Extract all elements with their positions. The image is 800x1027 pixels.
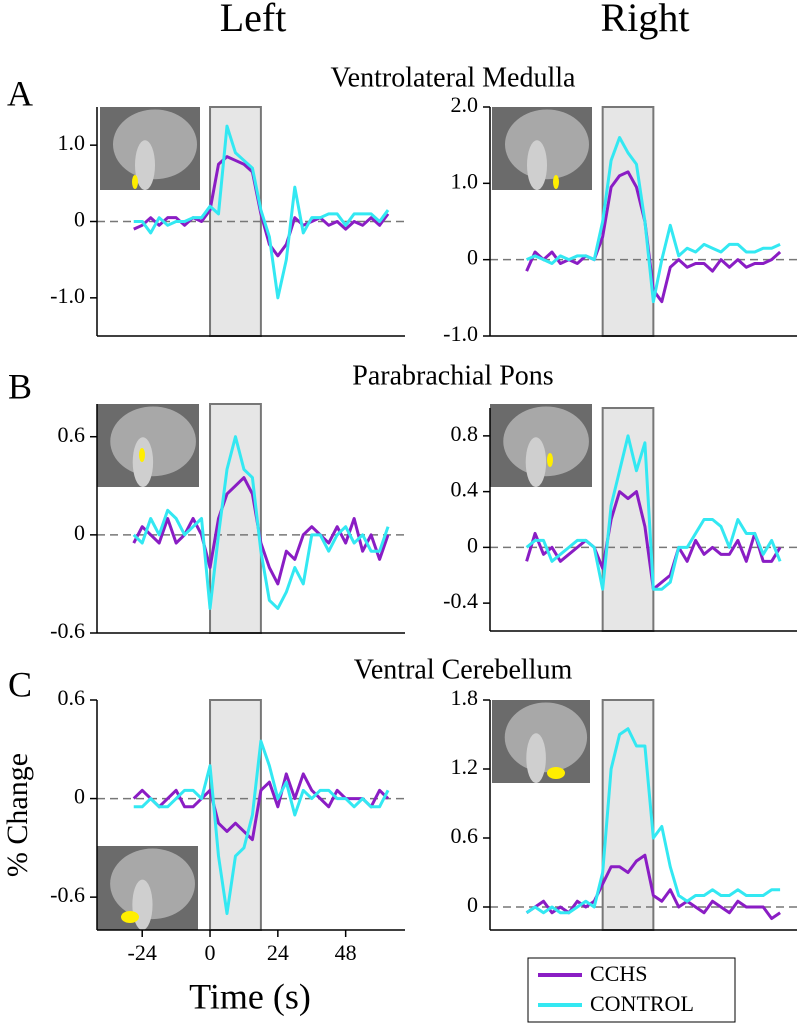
series-line [525,136,781,304]
inset-stem [525,437,547,487]
y-tick-label: 0 [467,532,478,557]
y-axis-label: % Change [1,753,34,877]
y-tick-label: 0 [74,207,85,232]
panel: 1.0 0 -1.0 [50,106,405,337]
brain-inset [492,700,590,783]
y-tick-label: 0.4 [451,477,479,502]
inset-stem [526,733,546,783]
panel: 1.8 1.2 0.6 0 [451,685,797,931]
y-tick-label: 1.0 [451,168,479,193]
brain-inset [97,404,199,487]
y-tick-label: 0.6 [58,422,86,447]
inset-roi [121,911,139,923]
y-tick-label: -1.0 [50,283,85,308]
inset-brain [505,109,589,180]
inset-brain [503,406,589,477]
panel-title: Ventral Cerebellum [354,654,573,685]
series-line [132,435,390,610]
inset-brain [110,406,196,477]
inset-roi [553,175,559,189]
inset-stem [135,140,155,191]
x-tick-label: 0 [205,940,216,965]
y-tick-label: 0 [467,892,478,917]
panel-title: Ventrolateral Medulla [331,62,576,93]
panel: 0.6 0 -0.6 [50,403,405,643]
legend: CCHS CONTROL [527,957,736,1023]
column-title: Right [601,0,690,40]
x-tick-label: 48 [335,940,357,965]
inset-stem [527,140,547,191]
inset-roi [132,175,138,189]
y-tick-label: -0.4 [443,588,478,613]
stimulus-shade [601,699,655,931]
legend-label: CONTROL [590,991,694,1016]
panel-title: Parabrachial Pons [352,360,553,391]
x-tick-label: -24 [128,940,157,965]
series-line [133,124,390,300]
y-tick-label: 0 [74,784,85,809]
y-tick-label: 2.0 [451,92,479,117]
panel-label: C [8,664,32,704]
y-tick-label: 0 [467,245,478,270]
x-tick-label: 24 [267,940,289,965]
inset-stem [132,437,154,487]
inset-roi [547,453,553,467]
y-tick-label: 1.0 [58,130,86,155]
legend-label: CCHS [590,961,647,986]
panel: 2.0 1.0 0 -1.0 [443,92,797,346]
y-tick-label: -0.6 [50,882,85,907]
y-tick-label: 0.6 [58,685,86,710]
series-line [525,434,782,591]
y-tick-label: 0.6 [451,823,479,848]
inset-roi [139,448,145,462]
y-tick-label: 0.8 [451,421,479,446]
x-axis-label: Time (s) [189,976,311,1016]
series-line [133,739,390,916]
column-title: Left [220,0,287,40]
panel-label: A [7,73,33,113]
inset-brain [504,702,588,773]
inset-brain [113,109,197,180]
y-tick-label: -1.0 [443,321,478,346]
brain-inset [490,404,592,487]
panel: 0.8 0.4 0 -0.4 [443,404,797,632]
brain-inset [492,107,592,191]
y-tick-label: -0.6 [50,618,85,643]
brain-inset [100,107,200,191]
y-tick-label: 1.8 [451,685,479,710]
y-tick-label: 1.2 [451,754,479,779]
panel: 0.6 0 -0.6 -24 0 24 48 [50,685,405,965]
panel-label: B [8,366,32,406]
y-tick-label: 0 [74,520,85,545]
inset-roi [547,767,565,779]
legend-box [527,957,736,1023]
series-line [525,727,781,915]
brain-inset [97,846,198,930]
inset-brain [110,848,195,920]
inset-stem [132,879,153,930]
